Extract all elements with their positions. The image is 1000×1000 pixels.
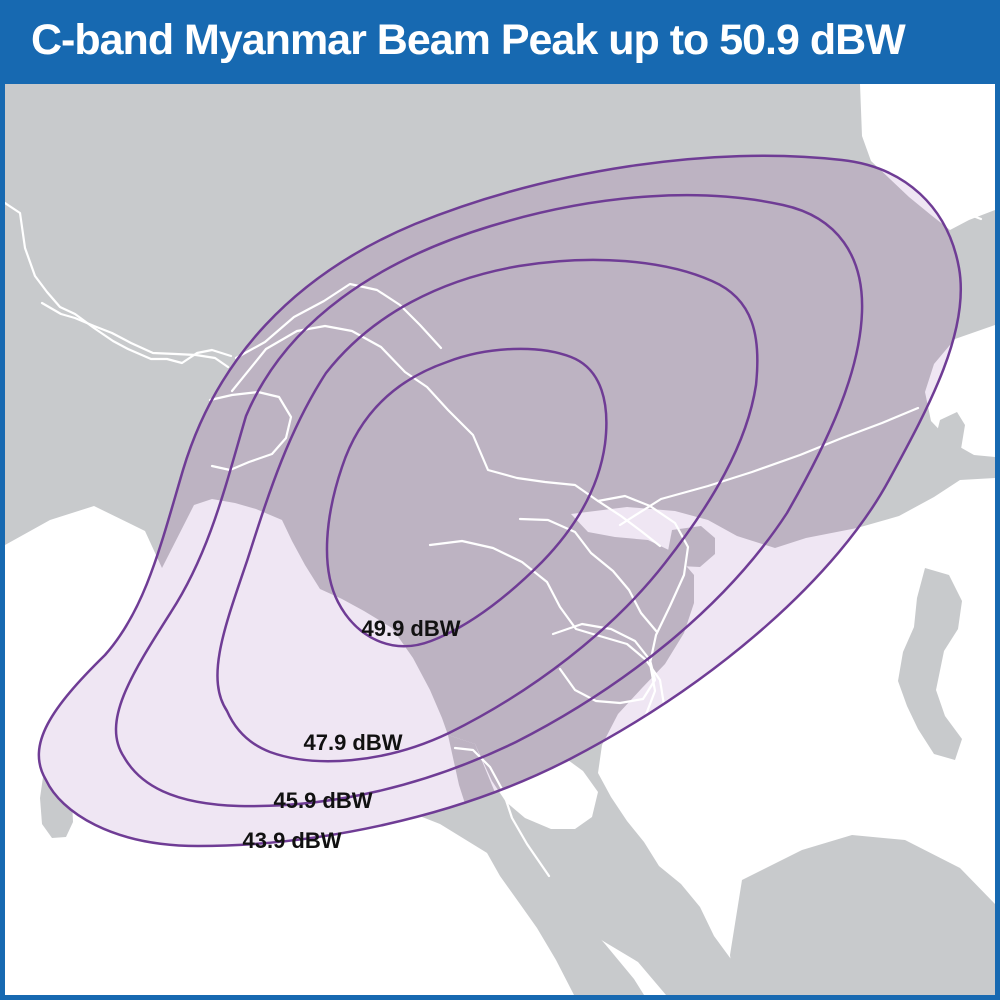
contour-43-9 <box>37 154 963 848</box>
nepal-border <box>40 301 230 369</box>
header-bar: C-band Myanmar Beam Peak up to 50.9 dBW <box>0 0 1000 84</box>
contour-47-9 <box>216 258 759 763</box>
borneo-landmass <box>730 835 995 995</box>
himalaya-border <box>5 201 233 365</box>
myanmar-border <box>230 324 662 548</box>
thailand-border <box>428 539 666 727</box>
contours <box>37 154 963 848</box>
label-47-9: 47.9 dBW <box>303 730 402 755</box>
map-title: C-band Myanmar Beam Peak up to 50.9 dBW <box>31 16 906 64</box>
country-borders <box>5 84 983 878</box>
label-43-9: 43.9 dBW <box>242 828 341 853</box>
cambodia-border <box>551 622 657 705</box>
label-49-9: 49.9 dBW <box>361 616 460 641</box>
contour-49-9 <box>325 347 608 648</box>
contour-45-9 <box>114 193 864 808</box>
sri-lanka-landmass <box>40 770 73 838</box>
malay-border <box>453 746 551 878</box>
coverage-map: 49.9 dBW 47.9 dBW 45.9 dBW 43.9 dBW <box>5 84 995 995</box>
map-panel: 49.9 dBW 47.9 dBW 45.9 dBW 43.9 dBW <box>5 84 995 995</box>
hainan-overlay <box>668 526 715 567</box>
north-china-border <box>864 84 983 221</box>
sumatra-landmass <box>512 870 644 995</box>
india-china-border <box>234 282 443 360</box>
label-45-9: 45.9 dBW <box>273 788 372 813</box>
laos-border <box>518 517 659 634</box>
taiwan-landmass <box>934 412 965 476</box>
south-china-border <box>618 406 920 527</box>
north-east-sea-water <box>860 84 995 230</box>
bangladesh-border <box>208 390 293 472</box>
contour-labels: 49.9 dBW 47.9 dBW 45.9 dBW 43.9 dBW <box>242 616 460 853</box>
philippines-landmass <box>898 568 962 760</box>
